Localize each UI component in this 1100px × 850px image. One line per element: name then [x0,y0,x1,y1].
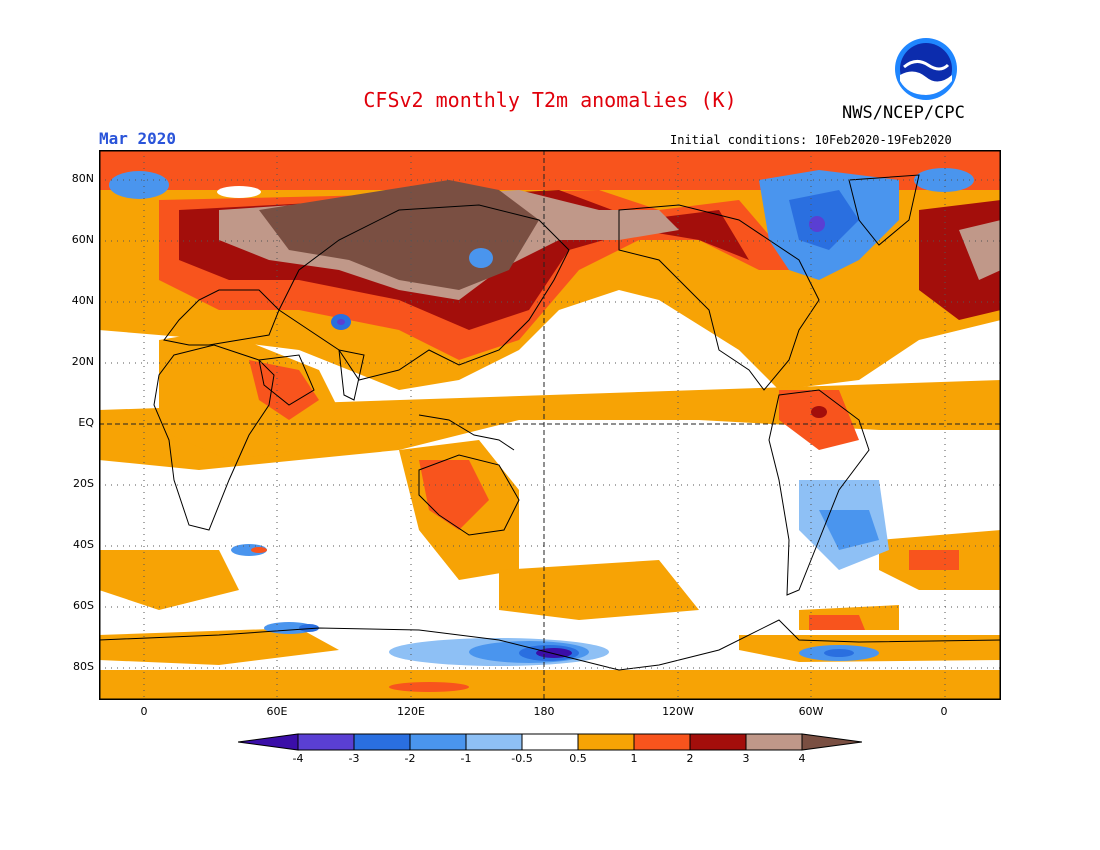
colorbar-swatch [409,733,467,751]
lon-label: 0 [940,705,948,718]
colorbar-tick-label: -4 [292,752,304,765]
colorbar-swatch [745,733,803,751]
lon-label: 120E [397,705,425,718]
lat-label: EQ [78,416,94,429]
colorbar-tick-label: 2 [686,752,694,765]
colorbar-swatch [521,733,579,751]
colorbar-swatch [465,733,523,751]
lat-label: 60S [73,599,94,612]
lon-label: 120W [662,705,694,718]
lon-label: 60W [798,705,824,718]
colorbar-swatch [353,733,411,751]
colorbar-swatch [577,733,635,751]
colorbar-tick-label: -3 [348,752,360,765]
equator-and-dateline [99,150,1001,700]
colorbar-tick-label: 0.5 [569,752,587,765]
lat-label: 40N [71,294,94,307]
map-title: CFSv2 monthly T2m anomalies (K) [363,88,737,112]
colorbar [238,733,862,751]
lat-label: 20N [71,355,94,368]
forecast-month: Mar 2020 [99,129,177,148]
colorbar-tick-label: 3 [742,752,750,765]
colorbar-tick-label: -0.5 [511,752,533,765]
noaa-logo [895,38,957,100]
colorbar-tick-label: 4 [798,752,806,765]
lat-label: 40S [73,538,94,551]
colorbar-tick-label: -1 [460,752,472,765]
lat-label: 80N [71,172,94,185]
colorbar-tick-label: -2 [404,752,416,765]
lon-label: 0 [140,705,148,718]
initial-conditions: Initial conditions: 10Feb2020-19Feb2020 [670,133,952,147]
coastlines [99,174,1001,671]
lon-label: 60E [266,705,288,718]
colorbar-swatch [689,733,747,751]
anomaly-map [99,150,1001,700]
graticule [99,150,1001,700]
colorbar-swatch [633,733,691,751]
lat-label: 60N [71,233,94,246]
lat-label: 80S [73,660,94,673]
colorbar-tick-label: 1 [630,752,638,765]
lat-label: 20S [73,477,94,490]
colorbar-max-arrow [801,733,862,751]
colorbar-min-arrow [238,733,299,751]
lon-label: 180 [533,705,555,718]
colorbar-swatch [297,733,355,751]
agency-label: NWS/NCEP/CPC [842,103,965,123]
